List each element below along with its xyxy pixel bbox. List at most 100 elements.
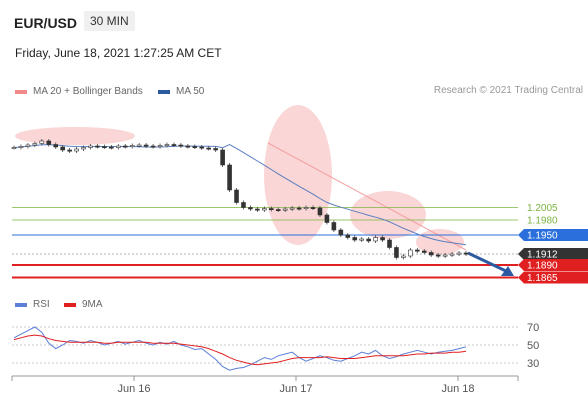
- candle: [373, 235, 378, 243]
- bollinger-band-highlight: [264, 105, 332, 245]
- candle: [206, 146, 212, 151]
- legend-9ma-label: 9MA: [82, 299, 103, 310]
- candle: [109, 145, 114, 150]
- price-candles: [11, 139, 469, 260]
- candle: [74, 147, 79, 153]
- candle: [435, 253, 441, 258]
- candle: [227, 163, 232, 192]
- legend-ma50-label: MA 50: [176, 86, 205, 97]
- bollinger-band-highlights: [15, 105, 467, 255]
- candle: [39, 139, 45, 146]
- candle: [463, 251, 469, 256]
- legend-ma50: MA 50: [158, 86, 204, 97]
- x-tick-label: Jun 18: [441, 383, 474, 395]
- rsi-tick-label: 50: [527, 340, 539, 352]
- candle: [255, 207, 260, 212]
- candle: [95, 144, 100, 149]
- candle: [428, 250, 434, 257]
- candle: [11, 145, 17, 150]
- candle: [268, 206, 274, 212]
- rsi-tick-label: 30: [527, 358, 539, 370]
- candle: [18, 144, 24, 150]
- forecast-arrow-head: [501, 266, 514, 276]
- candle: [53, 142, 59, 149]
- candle: [282, 207, 288, 212]
- candle: [171, 142, 177, 147]
- candle: [296, 206, 302, 211]
- candle: [352, 235, 358, 242]
- candle: [60, 145, 65, 152]
- legend-rsi: RSI: [15, 299, 50, 310]
- candle: [380, 235, 385, 242]
- x-tick-label: Jun 17: [279, 383, 312, 395]
- candle: [317, 206, 323, 217]
- level-label: 1.1890: [527, 261, 558, 272]
- currency-pair-title: EUR/USD: [14, 15, 78, 31]
- level-label: 1.1865: [527, 273, 558, 284]
- chart-header: EUR/USD 30 MIN: [0, 0, 588, 40]
- candle: [220, 148, 225, 167]
- candle: [185, 144, 191, 149]
- candle: [345, 233, 351, 240]
- candle: [178, 143, 184, 148]
- candle: [67, 148, 72, 153]
- candle: [213, 146, 218, 152]
- candle: [46, 139, 52, 147]
- candle: [310, 205, 316, 210]
- level-tag-support: [518, 259, 588, 271]
- candle: [102, 144, 107, 149]
- candle: [324, 213, 330, 225]
- legend-ma20-label: MA 20 + Bollinger Bands: [33, 86, 143, 97]
- research-credit: Research © 2021 Trading Central: [433, 85, 583, 96]
- candle: [88, 144, 93, 150]
- legend-ma20: MA 20 + Bollinger Bands: [15, 86, 143, 97]
- candle: [303, 205, 309, 211]
- candle: [275, 207, 281, 212]
- candle: [387, 238, 392, 250]
- candle: [421, 249, 427, 255]
- legend-rsi-label: RSI: [33, 299, 50, 310]
- candle: [394, 245, 399, 260]
- candle: [415, 248, 420, 253]
- time-axis: Jun 16 Jun 17 Jun 18: [11, 375, 519, 395]
- candle: [442, 253, 448, 258]
- candle: [241, 200, 246, 210]
- timestamp: Friday, June 18, 2021 1:27:25 AM CET: [15, 46, 222, 60]
- ma50-swatch: [158, 89, 170, 94]
- rsi-9ma-line: [13, 334, 467, 366]
- rsi-panel: 70 50 30: [12, 322, 539, 371]
- candle: [366, 237, 371, 243]
- candle: [116, 144, 121, 150]
- candle: [192, 144, 198, 149]
- ma20-swatch: [15, 89, 27, 94]
- rsi-tick-label: 70: [527, 322, 539, 334]
- candle: [331, 220, 337, 232]
- level-tag-support: [518, 271, 588, 284]
- level-tag-pivot: [518, 229, 588, 241]
- level-label: 1.1980: [527, 216, 558, 227]
- candle: [81, 145, 86, 151]
- candle: [32, 141, 38, 147]
- candle: [401, 254, 406, 260]
- candle: [164, 142, 170, 148]
- candle: [25, 143, 31, 149]
- candle: [136, 143, 142, 148]
- ma20-line: [267, 142, 467, 251]
- candle: [129, 143, 135, 149]
- rsi-swatch: [15, 302, 27, 307]
- candle: [456, 251, 462, 256]
- candle: [143, 143, 149, 148]
- bollinger-band-highlight: [15, 127, 135, 145]
- candle: [234, 188, 239, 205]
- candle: [150, 144, 156, 149]
- level-label: 1.1912: [527, 250, 558, 261]
- level-tag-current: [518, 248, 588, 260]
- candle: [408, 248, 413, 258]
- timeframe-button[interactable]: 30 MIN: [84, 11, 135, 31]
- candle: [338, 228, 344, 237]
- candle: [289, 206, 295, 211]
- 9ma-swatch: [64, 302, 76, 307]
- legend-9ma: 9MA: [64, 299, 103, 310]
